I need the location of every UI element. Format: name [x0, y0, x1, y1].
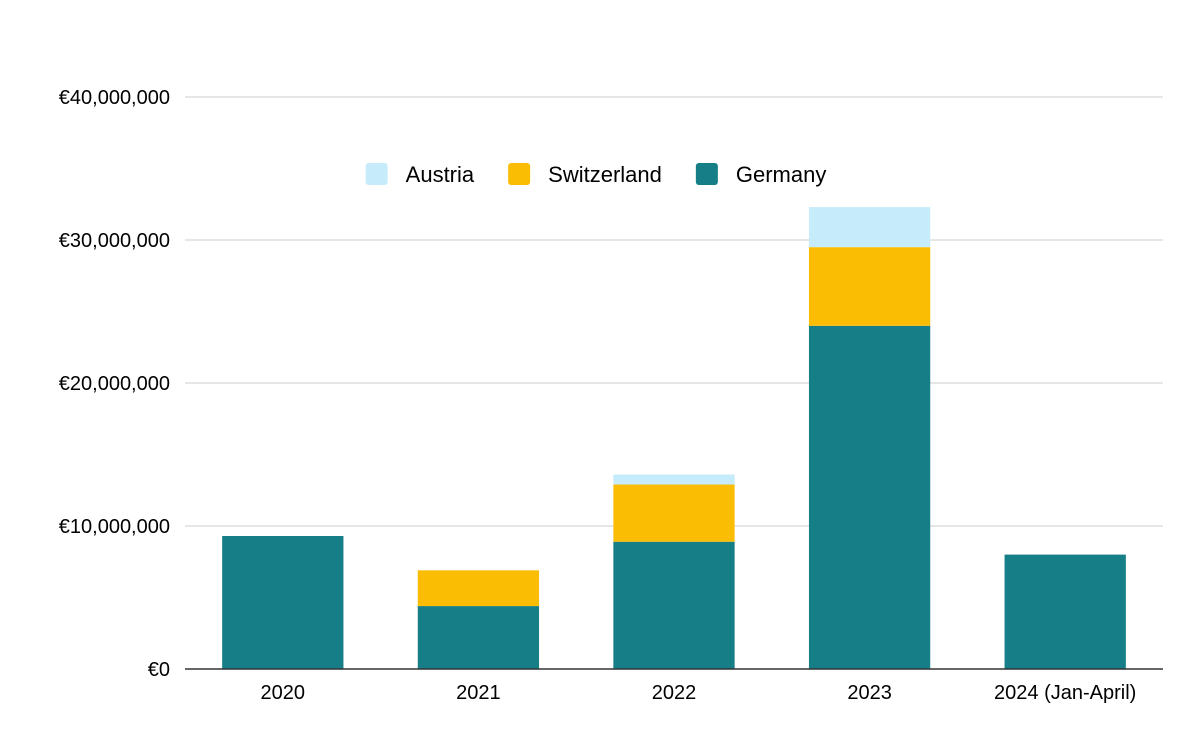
y-tick-label: €20,000,000 [59, 373, 170, 395]
y-tick-label: €40,000,000 [59, 87, 170, 109]
bar-segment-switzerland [417, 570, 540, 607]
bar-segment-austria [613, 474, 735, 485]
x-tick-label: 2020 [261, 682, 306, 704]
bar-segment-switzerland [808, 247, 931, 326]
x-tick-label: 2021 [456, 682, 501, 704]
y-tick-label: €0 [148, 659, 170, 681]
gridlines [185, 96, 1163, 527]
bars [222, 207, 1126, 669]
x-tick-label: 2022 [652, 682, 697, 704]
legend: Austria Switzerland Germany [365, 162, 826, 187]
y-tick-label: €30,000,000 [59, 230, 170, 252]
bar-segment-switzerland [613, 484, 735, 542]
x-tick-label: 2023 [847, 682, 892, 704]
legend-swatch-germany [695, 163, 718, 185]
bar-segment-germany [417, 606, 540, 669]
legend-swatch-switzerland [508, 163, 531, 185]
legend-label-austria: Austria [406, 162, 475, 187]
bar-segment-germany [808, 325, 931, 669]
axes: €0 €10,000,000 €20,000,000 €30,000,000 €40,0… [59, 87, 1163, 704]
bar-segment-germany [1004, 554, 1126, 669]
bar-segment-germany [613, 541, 735, 669]
y-tick-label: €10,000,000 [59, 516, 170, 538]
bar-segment-germany [222, 536, 344, 669]
legend-label-germany: Germany [736, 162, 826, 187]
bar-segment-austria [808, 207, 931, 248]
legend-swatch-austria [365, 163, 388, 185]
x-tick-label: 2024 (Jan-April) [994, 682, 1136, 704]
legend-label-switzerland: Switzerland [548, 162, 662, 187]
